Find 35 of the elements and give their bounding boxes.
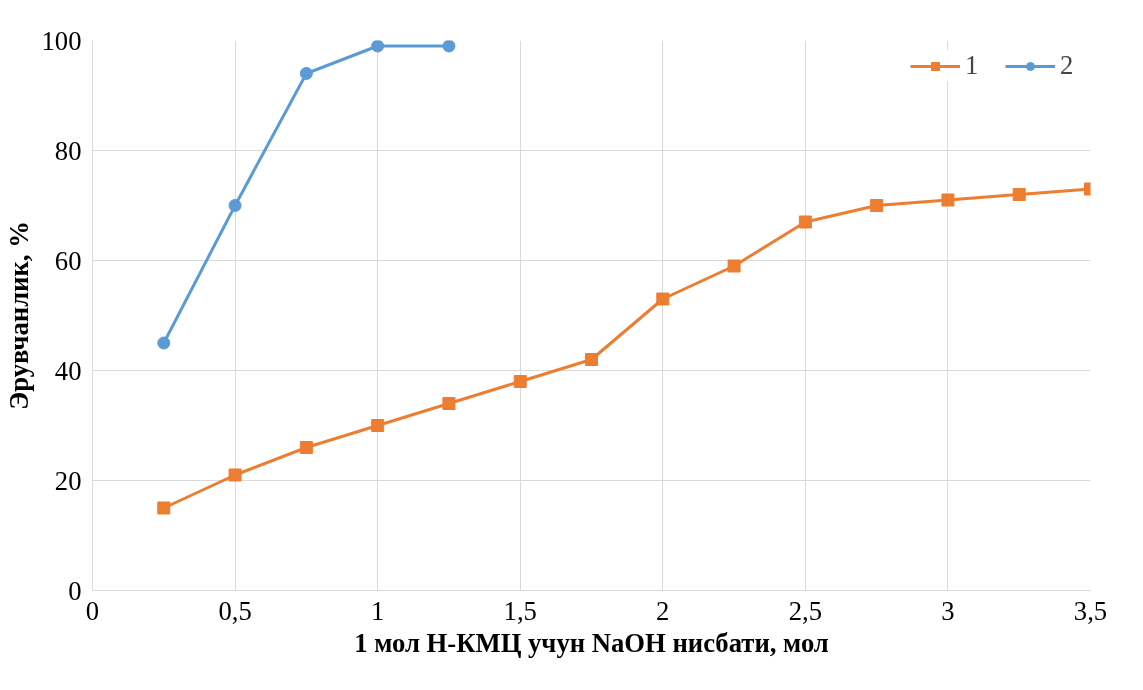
x-tick-label: 2 (656, 595, 670, 626)
point (371, 419, 385, 432)
legend-label: 1 (965, 50, 980, 81)
y-tick-label: 80 (54, 135, 82, 166)
point (442, 40, 456, 53)
legend-label: 2 (1060, 50, 1075, 81)
point (870, 199, 884, 212)
point (157, 336, 171, 350)
y-tick-label: 0 (68, 575, 82, 606)
y-axis-title: Эрувчанлик, % (3, 221, 34, 410)
point (585, 353, 598, 366)
y-tick-label: 20 (54, 465, 82, 496)
x-tick-label: 1 (370, 595, 385, 626)
point (442, 397, 456, 410)
point (228, 468, 242, 482)
x-axis-title: 1 мол Н-КМЦ учун NaOH нисбати, мол (354, 627, 829, 658)
x-tick-label: 0,5 (218, 595, 252, 626)
point (371, 40, 385, 53)
point (513, 375, 527, 388)
x-tick-label: 3,5 (1073, 595, 1108, 626)
point (941, 193, 955, 207)
point (727, 259, 741, 273)
point (798, 215, 812, 229)
y-tick-label: 40 (54, 355, 82, 386)
x-tick-label: 1,5 (503, 595, 537, 626)
point (228, 199, 242, 212)
x-tick-label: 2,5 (788, 595, 823, 626)
x-tick-label: 3 (941, 595, 955, 626)
point (1012, 188, 1026, 201)
point (656, 292, 670, 306)
y-tick-label: 60 (54, 245, 82, 276)
point (157, 501, 171, 515)
point (299, 441, 313, 454)
point (299, 67, 313, 80)
y-tick-label: 100 (41, 25, 82, 56)
